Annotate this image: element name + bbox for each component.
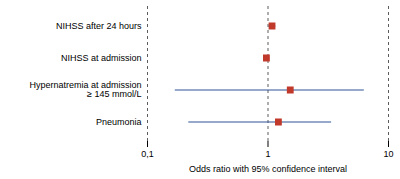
svg-text:0,1: 0,1 xyxy=(141,149,154,159)
svg-text:Hypernatremia at admission≥ 14: Hypernatremia at admission≥ 145 mmol/L xyxy=(29,80,141,99)
svg-text:Pneumonia: Pneumonia xyxy=(96,117,142,127)
svg-text:NIHSS after 24 hours: NIHSS after 24 hours xyxy=(56,21,142,31)
svg-text:10: 10 xyxy=(383,149,393,159)
svg-text:NIHSS at admission: NIHSS at admission xyxy=(61,53,142,63)
svg-text:Odds ratio with 95% confidence: Odds ratio with 95% confidence interval xyxy=(189,164,347,174)
svg-text:1: 1 xyxy=(265,149,270,159)
